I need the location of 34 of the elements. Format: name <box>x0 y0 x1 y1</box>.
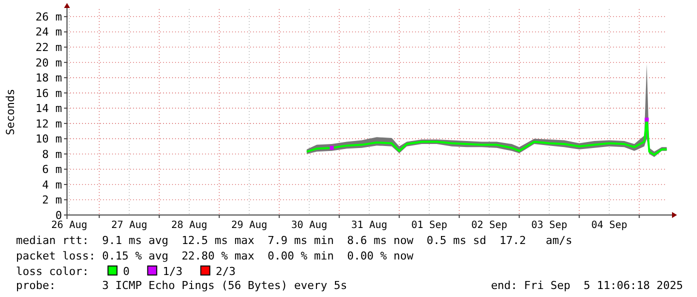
y-tick-label: 4 m <box>42 178 62 192</box>
legend-label: 1/3 <box>162 265 183 278</box>
text: median rtt: 9.1 ms avg 12.5 ms max 7.9 ms min 8.6 ms now 0.5 ms sd 17.2 am/s <box>16 234 572 247</box>
y-tick-label: 6 m <box>42 163 62 176</box>
y-axis-title: Seconds <box>4 88 17 136</box>
x-tick-label: 04 Sep <box>591 220 628 231</box>
y-tick-label: 8 m <box>42 148 62 161</box>
legend-label: 2/3 <box>216 265 236 278</box>
legend-title: loss color: <box>16 265 89 278</box>
y-tick-label: 2 m <box>42 194 62 207</box>
y-tick-label: 12 m <box>36 117 62 130</box>
x-tick-label: 29 Aug <box>231 220 268 231</box>
y-tick-label: 16 m <box>36 86 62 100</box>
y-tick-label: 14 m <box>36 102 62 116</box>
x-tick-label: 31 Aug <box>351 220 388 231</box>
x-tick-label: 02 Sep <box>471 220 508 231</box>
x-tick-label: 26 Aug <box>51 220 88 231</box>
y-tick-label: 22 m <box>36 41 62 54</box>
text: packet loss: 0.15 % avg 22.80 % max 0.00 % min 0.00 % now <box>16 250 414 262</box>
x-tick-label: 27 Aug <box>111 220 148 231</box>
x-tick-label: 01 Sep <box>411 220 448 231</box>
y-tick-label: 0 <box>55 208 62 222</box>
x-tick-label: 30 Aug <box>291 220 328 231</box>
text: end: Fri Sep 5 11:06:18 2025 <box>490 279 683 292</box>
legend-label: 0 <box>123 265 130 278</box>
text: probe: 3 ICMP Echo Pings (56 Bytes) every 5s <box>16 279 348 292</box>
y-tick-label: 24 m <box>36 26 62 39</box>
y-tick-label: 26 m <box>36 10 62 24</box>
y-tick-label: 10 m <box>36 132 62 146</box>
y-tick-label: 20 m <box>36 56 62 70</box>
line-series <box>306 118 668 156</box>
x-tick-label: 28 Aug <box>171 220 208 231</box>
x-tick-label: 03 Sep <box>531 220 568 231</box>
y-tick-label: 18 m <box>36 72 62 85</box>
